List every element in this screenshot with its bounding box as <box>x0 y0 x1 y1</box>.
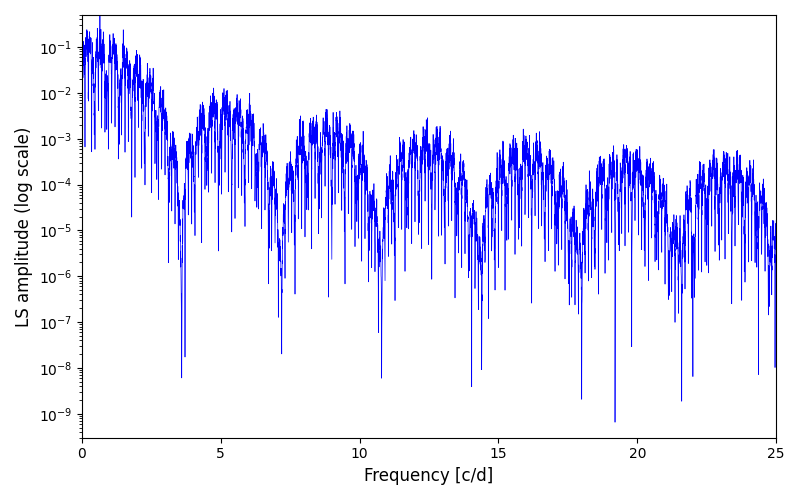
X-axis label: Frequency [c/d]: Frequency [c/d] <box>364 467 494 485</box>
Y-axis label: LS amplitude (log scale): LS amplitude (log scale) <box>15 126 33 326</box>
